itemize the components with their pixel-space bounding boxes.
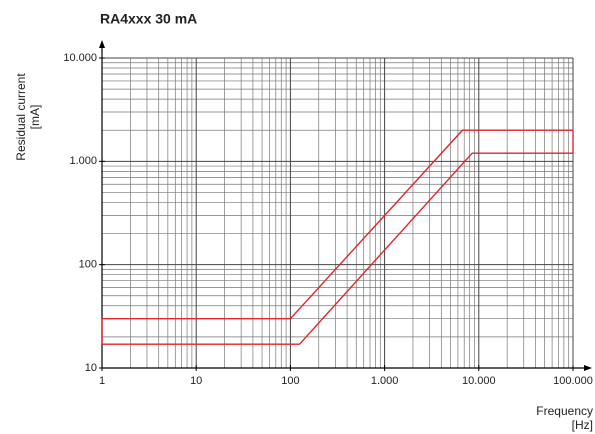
y-axis-arrow xyxy=(99,40,105,48)
y-tick-label: 10.000 xyxy=(63,52,97,64)
y-tick-label: 10 xyxy=(85,362,97,374)
x-tick-label: 10 xyxy=(190,375,202,387)
x-axis-label: Frequency xyxy=(536,404,593,418)
boundary-line xyxy=(102,129,573,320)
x-axis-unit: [Hz] xyxy=(572,418,593,432)
x-tick-label: 10.000 xyxy=(462,375,496,387)
x-tick-label: 100 xyxy=(281,375,299,387)
y-axis-unit: [mA] xyxy=(28,105,42,130)
chart-title: RA4xxx 30 mA xyxy=(100,11,197,27)
boundary-line xyxy=(102,152,573,345)
x-axis-arrow xyxy=(584,365,592,371)
y-axis-label: Residual current xyxy=(14,73,28,161)
y-tick-label: 1.000 xyxy=(69,155,97,167)
x-tick-label: 100.000 xyxy=(553,375,593,387)
x-tick-label: 1 xyxy=(99,375,105,387)
x-tick-label: 1.000 xyxy=(371,375,399,387)
y-tick-label: 100 xyxy=(79,259,97,271)
